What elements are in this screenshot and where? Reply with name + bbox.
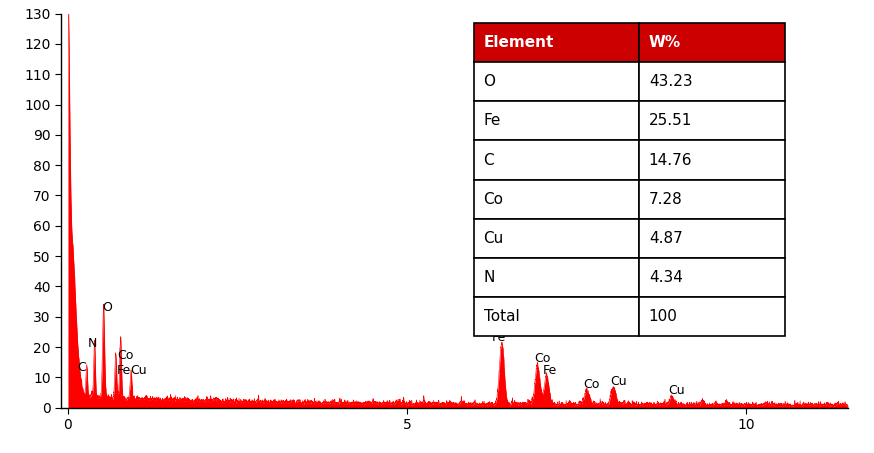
Bar	[474, 297, 639, 336]
Bar	[639, 24, 785, 63]
Text: 100: 100	[649, 308, 677, 323]
Text: O: O	[102, 301, 112, 314]
Bar	[639, 258, 785, 297]
Text: 7.28: 7.28	[649, 192, 683, 207]
Text: C: C	[77, 361, 86, 374]
Text: Fe: Fe	[492, 331, 506, 344]
Bar	[639, 101, 785, 140]
Text: Cu: Cu	[130, 364, 147, 377]
Bar	[639, 218, 785, 258]
Text: Fe: Fe	[117, 364, 131, 377]
Text: Cu: Cu	[483, 231, 503, 246]
Text: Co: Co	[117, 349, 133, 362]
Bar	[474, 258, 639, 297]
Text: Fe: Fe	[543, 364, 557, 377]
Text: Total: Total	[483, 308, 519, 323]
Text: Element: Element	[483, 35, 554, 50]
Bar	[474, 63, 639, 101]
Bar	[639, 297, 785, 336]
Text: Cu: Cu	[668, 384, 684, 397]
Bar	[474, 179, 639, 218]
Bar	[474, 101, 639, 140]
Text: C: C	[483, 153, 494, 168]
Text: 43.23: 43.23	[649, 74, 692, 90]
Text: N: N	[483, 270, 495, 284]
Bar	[474, 24, 639, 63]
Text: 4.87: 4.87	[649, 231, 683, 246]
Bar	[639, 179, 785, 218]
Text: 4.34: 4.34	[649, 270, 683, 284]
Text: Co: Co	[535, 352, 551, 365]
Bar	[474, 218, 639, 258]
Bar	[639, 63, 785, 101]
Text: Co: Co	[483, 192, 503, 207]
Text: W%: W%	[649, 35, 681, 50]
Text: Co: Co	[583, 378, 600, 391]
Text: 25.51: 25.51	[649, 114, 692, 129]
Text: O: O	[483, 74, 496, 90]
Text: Fe: Fe	[483, 114, 501, 129]
Text: N: N	[87, 337, 97, 350]
Text: Cu: Cu	[610, 375, 627, 388]
Bar	[474, 140, 639, 179]
Text: 14.76: 14.76	[649, 153, 692, 168]
Bar	[639, 140, 785, 179]
